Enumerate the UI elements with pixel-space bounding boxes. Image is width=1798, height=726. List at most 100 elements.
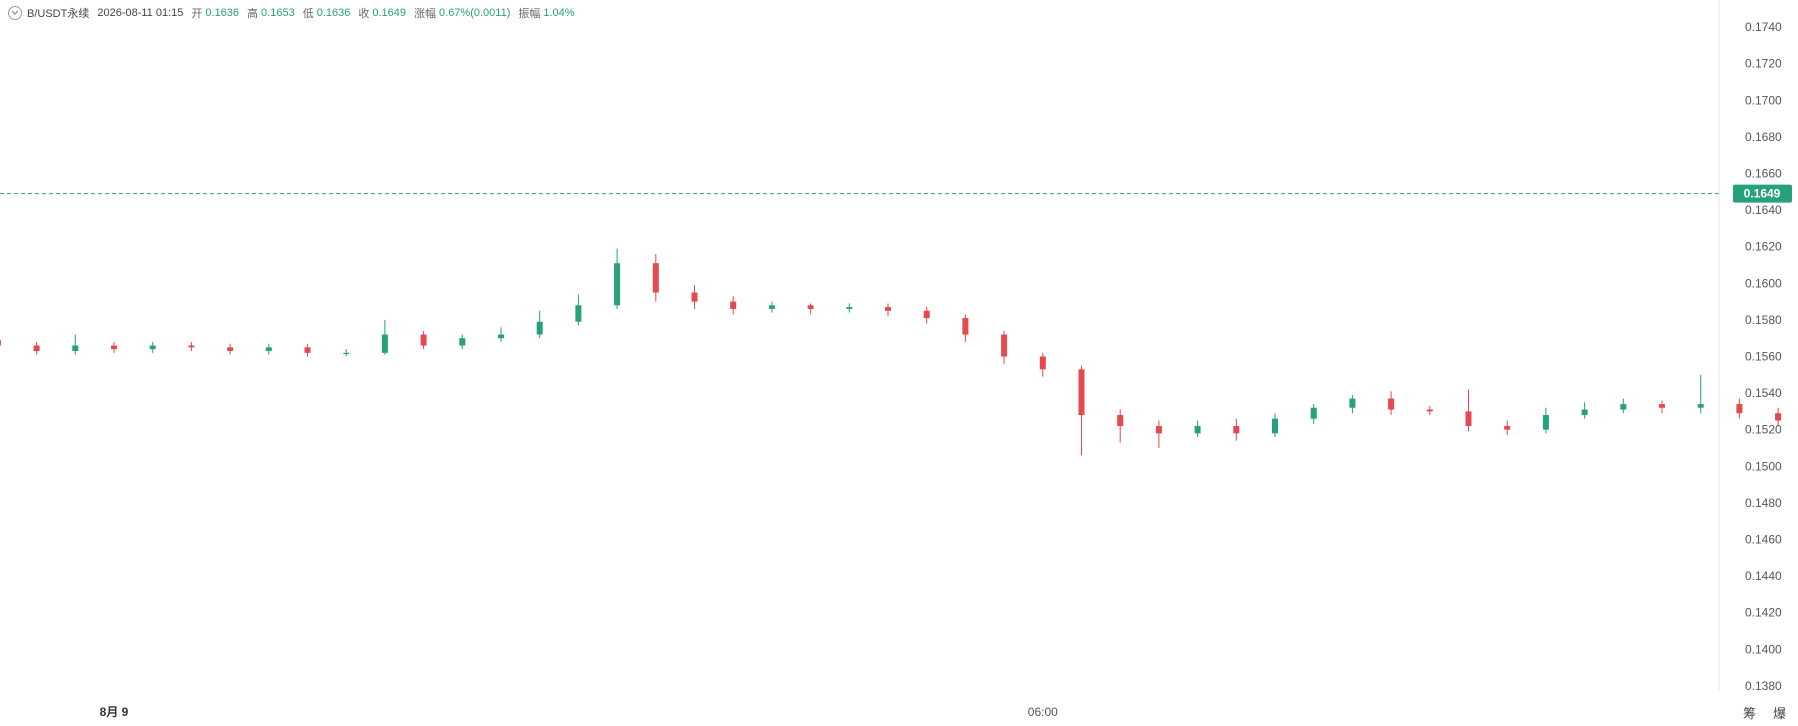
candle[interactable] [730, 296, 737, 315]
candle[interactable] [1426, 405, 1433, 416]
candle-body [1775, 413, 1782, 421]
y-tick-label: 0.1560 [1745, 350, 1782, 364]
y-tick-label: 0.1460 [1745, 532, 1782, 546]
candle[interactable] [652, 254, 659, 302]
candle[interactable] [575, 294, 582, 326]
candle[interactable] [1504, 420, 1511, 436]
current-price-value: 0.1649 [1744, 187, 1781, 201]
candle[interactable] [72, 334, 79, 355]
chevron-down-icon[interactable] [8, 6, 22, 20]
candle[interactable] [1581, 402, 1588, 419]
candle[interactable] [1736, 398, 1743, 419]
plot-area[interactable] [0, 44, 1798, 662]
candle-body [691, 292, 698, 302]
candle[interactable] [343, 349, 350, 357]
candle[interactable] [846, 303, 853, 313]
candle-body [111, 345, 117, 350]
candle-body [33, 345, 40, 352]
candle[interactable] [498, 327, 504, 342]
high-value: 0.1653 [261, 7, 295, 19]
candle[interactable] [381, 319, 388, 355]
candle[interactable] [885, 303, 891, 317]
candle[interactable] [1465, 389, 1472, 432]
amplitude-value: 1.04% [543, 7, 575, 19]
y-tick-label: 0.1700 [1745, 93, 1782, 107]
candle[interactable] [33, 341, 40, 355]
candle[interactable] [1078, 365, 1085, 456]
candle-body [1659, 404, 1665, 408]
current-price-tag [1733, 184, 1792, 203]
candle[interactable] [1155, 420, 1162, 448]
candle[interactable] [1542, 407, 1549, 434]
candle[interactable] [0, 336, 1, 349]
candle[interactable] [1659, 400, 1665, 414]
candle-body [807, 305, 814, 309]
candle[interactable] [459, 334, 466, 350]
candle[interactable] [923, 307, 930, 324]
y-tick-label: 0.1420 [1745, 606, 1782, 620]
candle[interactable] [420, 330, 427, 350]
liquidation-button[interactable]: 爆 [1773, 706, 1786, 721]
change-value: 0.67%(0.0011) [439, 7, 511, 19]
candle-body [304, 347, 311, 353]
candle[interactable] [149, 341, 156, 353]
candle-body [1039, 356, 1046, 370]
y-tick-label: 0.1400 [1745, 642, 1782, 656]
chip-distribution-button[interactable]: 筹 [1743, 706, 1756, 721]
candle-body [0, 340, 1, 346]
time-axis[interactable]: 8月 906:0012:0018:008月 1006:0012:0018:008… [100, 705, 1798, 719]
candle[interactable] [1001, 330, 1008, 364]
candle-body [923, 310, 930, 319]
candle[interactable] [227, 343, 234, 355]
change-label: 涨幅 [414, 8, 437, 20]
price-axis[interactable]: 0.1740 0.1720 0.1700 0.1680 0.1660 0.1640 0.16… [1733, 20, 1792, 693]
candle[interactable] [1117, 409, 1124, 443]
candle-body [1117, 415, 1124, 427]
candle[interactable] [188, 341, 195, 352]
candle[interactable] [1388, 391, 1395, 416]
candle-body [885, 307, 891, 311]
candle-body [730, 301, 737, 309]
candle-body [1697, 404, 1704, 408]
candle[interactable] [691, 285, 698, 309]
candle-body [1233, 426, 1240, 434]
candle-body [1272, 418, 1278, 434]
candle[interactable] [614, 248, 621, 309]
candle[interactable] [265, 343, 272, 355]
candle[interactable] [768, 301, 775, 313]
open-value: 0.1636 [205, 7, 240, 19]
x-tick-label: 06:00 [1028, 705, 1058, 719]
candle-body [1736, 404, 1743, 414]
candle[interactable] [1310, 404, 1317, 425]
candle[interactable] [1697, 374, 1704, 414]
candle[interactable] [1039, 352, 1046, 377]
symbol-name[interactable]: B/USDT永续 [27, 8, 90, 20]
candle[interactable] [1233, 418, 1240, 441]
candle-body [343, 352, 350, 355]
y-tick-label: 0.1740 [1745, 20, 1782, 34]
candle-body [1542, 415, 1549, 430]
candle[interactable] [304, 343, 311, 357]
candle[interactable] [1349, 394, 1356, 414]
candle-body [1310, 407, 1317, 419]
candle[interactable] [807, 303, 814, 315]
close-label: 收 [358, 8, 370, 20]
amplitude-label: 振幅 [518, 8, 541, 20]
y-tick-label: 0.1500 [1745, 459, 1782, 473]
candle-body [1620, 404, 1627, 410]
candle-body [846, 307, 853, 309]
open-label: 开 [191, 8, 203, 20]
candle-body [575, 305, 582, 322]
candle[interactable] [1775, 407, 1782, 427]
candle-body [1155, 426, 1162, 434]
candle-body [536, 321, 543, 335]
candle-body [1581, 409, 1588, 416]
candle[interactable] [1272, 413, 1278, 438]
candle-body [149, 345, 156, 350]
candle[interactable] [1194, 420, 1201, 438]
candle[interactable] [1620, 398, 1627, 414]
candle[interactable] [962, 314, 969, 342]
candle[interactable] [536, 310, 543, 339]
candle[interactable] [111, 341, 117, 353]
